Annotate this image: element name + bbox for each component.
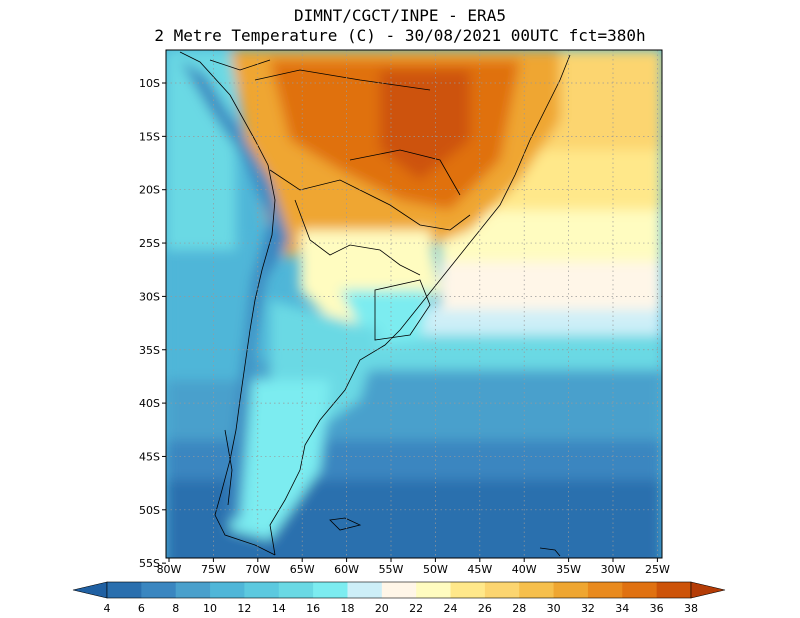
colorbar-swatch [347, 582, 383, 598]
colorbar-swatch [107, 582, 142, 598]
lat-tick-label: 10S [139, 77, 160, 90]
colorbar-label: 24 [444, 602, 458, 615]
lat-tick-label: 55S [139, 557, 160, 570]
colorbar-swatch [450, 582, 486, 598]
lon-tick-label: 60W [334, 563, 359, 576]
lon-tick-label: 55W [379, 563, 404, 576]
colorbar-swatch [519, 582, 555, 598]
colorbar-label: 36 [650, 602, 664, 615]
colorbar-label: 34 [615, 602, 629, 615]
colorbar-swatch [278, 582, 314, 598]
lon-tick-label: 25W [645, 563, 670, 576]
colorbar-swatch [484, 582, 520, 598]
latitude-axis: 10S 15S 20S 25S 30S 35S 40S 45S 50S 55S [139, 77, 166, 570]
map-title-line1: DIMNT/CGCT/INPE - ERA5 [294, 6, 506, 25]
map-title-line2: 2 Metre Temperature (C) - 30/08/2021 00U… [154, 26, 646, 45]
lat-tick-label: 30S [139, 290, 160, 303]
longitude-axis: 80W 75W 70W 65W 60W 55W 50W 45W 40W 35W 30W 25W [157, 558, 670, 576]
colorbar-label: 22 [409, 602, 423, 615]
colorbar-label: 18 [340, 602, 354, 615]
colorbar-label: 12 [237, 602, 251, 615]
colorbar-left-arrow [72, 581, 108, 599]
lon-tick-label: 75W [201, 563, 226, 576]
colorbar-label: 10 [203, 602, 217, 615]
colorbar-label: 14 [272, 602, 286, 615]
colorbar-swatch [656, 582, 692, 598]
colorbar-label: 30 [547, 602, 561, 615]
colorbar-label: 16 [306, 602, 320, 615]
colorbar-label: 38 [684, 602, 698, 615]
lon-tick-label: 50W [423, 563, 448, 576]
colorbar-label: 32 [581, 602, 595, 615]
lon-tick-label: 30W [601, 563, 626, 576]
colorbar-label: 20 [375, 602, 389, 615]
lon-tick-label: 80W [157, 563, 182, 576]
colorbar-label: 28 [512, 602, 526, 615]
plot-frame [165, 49, 663, 559]
lon-tick-label: 40W [512, 563, 537, 576]
lon-tick-label: 35W [556, 563, 581, 576]
colorbar-right-arrow [690, 581, 726, 599]
colorbar-swatch [313, 582, 348, 598]
lon-tick-label: 45W [467, 563, 492, 576]
colorbar-swatch [141, 582, 177, 598]
lat-tick-label: 25S [139, 237, 160, 250]
lat-tick-label: 40S [139, 397, 160, 410]
colorbar-swatch [175, 582, 211, 598]
colorbar-swatch [244, 582, 280, 598]
coastlines [179, 51, 571, 557]
colorbar-swatch [210, 582, 245, 598]
colorbar-label: 8 [172, 602, 179, 615]
colorbar: 4 6 8 10 12 14 16 18 20 22 24 26 28 30 32 34 36 38 [72, 581, 726, 615]
lat-tick-label: 15S [139, 130, 160, 143]
map-grid [166, 50, 662, 558]
colorbar-label: 26 [478, 602, 492, 615]
lat-tick-label: 45S [139, 450, 160, 463]
colorbar-label: 6 [138, 602, 145, 615]
lat-tick-label: 20S [139, 184, 160, 197]
temperature-field [166, 50, 662, 558]
lat-tick-label: 50S [139, 504, 160, 517]
colorbar-label: 4 [104, 602, 111, 615]
lat-tick-label: 35S [139, 344, 160, 357]
colorbar-swatch [416, 582, 452, 598]
lon-tick-label: 70W [245, 563, 270, 576]
colorbar-swatch [381, 582, 417, 598]
colorbar-swatch [553, 582, 589, 598]
lon-tick-label: 65W [290, 563, 315, 576]
colorbar-swatch [587, 582, 623, 598]
colorbar-swatch [622, 582, 658, 598]
